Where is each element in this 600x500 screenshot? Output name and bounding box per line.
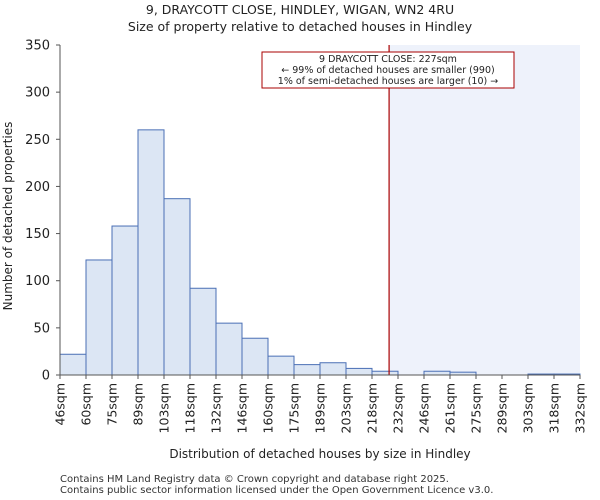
bar [371,370,399,376]
x-tick-label: 246sqm [417,383,432,433]
plot-frame [59,45,580,376]
annotation-box: 9 DRAYCOTT CLOSE: 227sqm ← 99% of detach… [261,51,515,89]
x-tick-label: 89sqm [131,383,146,426]
x-tick-label: 160sqm [261,383,276,433]
footer-line-2: Contains public sector information licen… [60,485,494,496]
bar [85,259,113,376]
bar [423,370,451,376]
y-tick-label: 50 [33,321,50,336]
bar [319,362,347,376]
chart-subtitle: Size of property relative to detached ho… [128,19,473,34]
bar [267,355,295,376]
x-tick-label: 75sqm [105,383,120,426]
x-tick-label: 275sqm [469,383,484,433]
x-tick-label: 175sqm [287,383,302,433]
y-axis-label: Number of detached properties [1,122,15,311]
x-tick-label: 203sqm [339,383,354,433]
bar [293,364,321,376]
bar [189,287,217,376]
bar [345,367,373,376]
x-tick-label: 289sqm [495,383,510,433]
x-tick-label: 103sqm [157,383,172,433]
x-tick-label: 318sqm [547,383,562,433]
x-tick-label: 46sqm [53,383,68,426]
bar [137,129,165,376]
footer-line-1: Contains HM Land Registry data © Crown c… [60,474,449,485]
chart-title: 9, DRAYCOTT CLOSE, HINDLEY, WIGAN, WN2 4… [146,2,454,17]
annotation-smaller: ← 99% of detached houses are smaller (99… [281,65,494,76]
x-tick-label: 261sqm [443,383,458,433]
x-tick-label: 132sqm [209,383,224,433]
annotation-larger: 1% of semi-detached houses are larger (1… [278,76,498,87]
y-tick-label: 300 [25,86,50,101]
y-tick-label: 350 [25,39,50,54]
bar [163,198,191,376]
x-tick-label: 332sqm [573,383,588,433]
x-tick-label: 303sqm [521,383,536,433]
x-tick-label: 218sqm [365,383,380,433]
x-tick-label: 232sqm [391,383,406,433]
y-tick-label: 150 [25,227,50,242]
bar [59,353,87,376]
y-tick-label: 0 [42,369,50,384]
y-tick-label: 250 [25,133,50,148]
x-axis-label: Distribution of detached houses by size … [169,447,470,461]
annotation-label: 9 DRAYCOTT CLOSE: 227sqm [319,54,457,65]
x-tick-label: 146sqm [235,383,250,433]
y-tick-label: 100 [25,274,50,289]
x-tick-label: 118sqm [183,383,198,433]
x-tick-label: 60sqm [79,383,94,426]
bar [241,337,269,376]
shaded-region [389,45,580,375]
x-tick-label: 189sqm [313,383,328,433]
y-tick-label: 200 [25,180,50,195]
bar [111,225,139,376]
bar [215,322,243,376]
